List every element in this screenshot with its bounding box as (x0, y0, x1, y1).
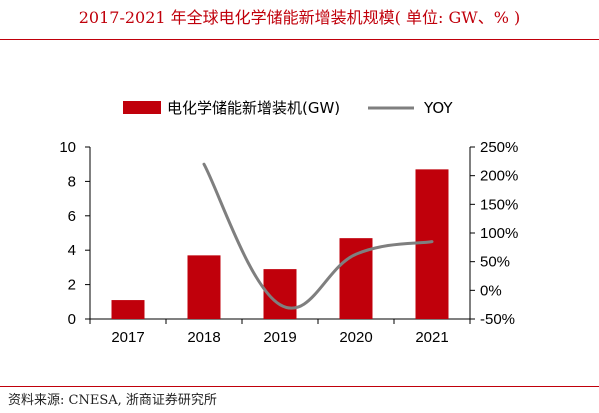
x-axis-tick-label: 2019 (263, 329, 296, 346)
title-divider (0, 39, 599, 40)
legend-bar-label: 电化学储能新增装机(GW) (167, 99, 340, 117)
legend-bar-swatch (123, 101, 161, 114)
left-axis-tick-label: 0 (68, 311, 76, 328)
yoy-series (202, 162, 434, 310)
source-note: 资料来源: CNESA, 浙商证券研究所 (8, 393, 217, 408)
bar-series (111, 169, 449, 319)
right-axis-tick-label: 250% (480, 139, 518, 156)
left-y-axis: 0 2 4 6 8 10 (59, 139, 90, 328)
bar (111, 300, 145, 319)
left-axis-tick-label: 8 (68, 173, 76, 190)
left-axis-tick-label: 2 (68, 277, 76, 294)
right-axis-tick-label: 150% (480, 196, 518, 213)
right-axis-tick-label: 200% (480, 168, 518, 185)
right-axis-tick-label: 100% (480, 225, 518, 242)
right-axis-tick-label: 0% (480, 282, 502, 299)
bar (415, 169, 449, 319)
right-axis-tick-label: 50% (480, 254, 510, 271)
left-axis-tick-label: 4 (68, 242, 76, 259)
left-axis-tick-label: 6 (68, 208, 76, 225)
x-axis-tick-label: 2020 (339, 329, 372, 346)
source-divider (0, 386, 599, 387)
x-axis-tick-label: 2017 (111, 329, 144, 346)
x-axis-tick-label: 2021 (415, 329, 448, 346)
right-y-axis: -50% 0% 50% 100% 150% 200% 250% (470, 139, 518, 328)
left-axis-tick-label: 10 (59, 139, 76, 156)
bar (187, 255, 221, 319)
combo-chart: 电化学储能新增装机(GW) YOY 0 2 4 6 8 10 -50% 0% 50% 100% 1… (59, 99, 518, 346)
x-axis: 2017 2018 2019 2020 2021 (89, 319, 471, 346)
legend: 电化学储能新增装机(GW) YOY (123, 99, 453, 117)
legend-line-label: YOY (423, 99, 453, 117)
right-axis-tick-label: -50% (480, 311, 515, 328)
x-axis-tick-label: 2018 (187, 329, 220, 346)
yoy-line (202, 162, 434, 310)
chart-title: 2017-2021 年全球电化学储能新增装机规模( 单位: GW、% ) (78, 8, 521, 27)
